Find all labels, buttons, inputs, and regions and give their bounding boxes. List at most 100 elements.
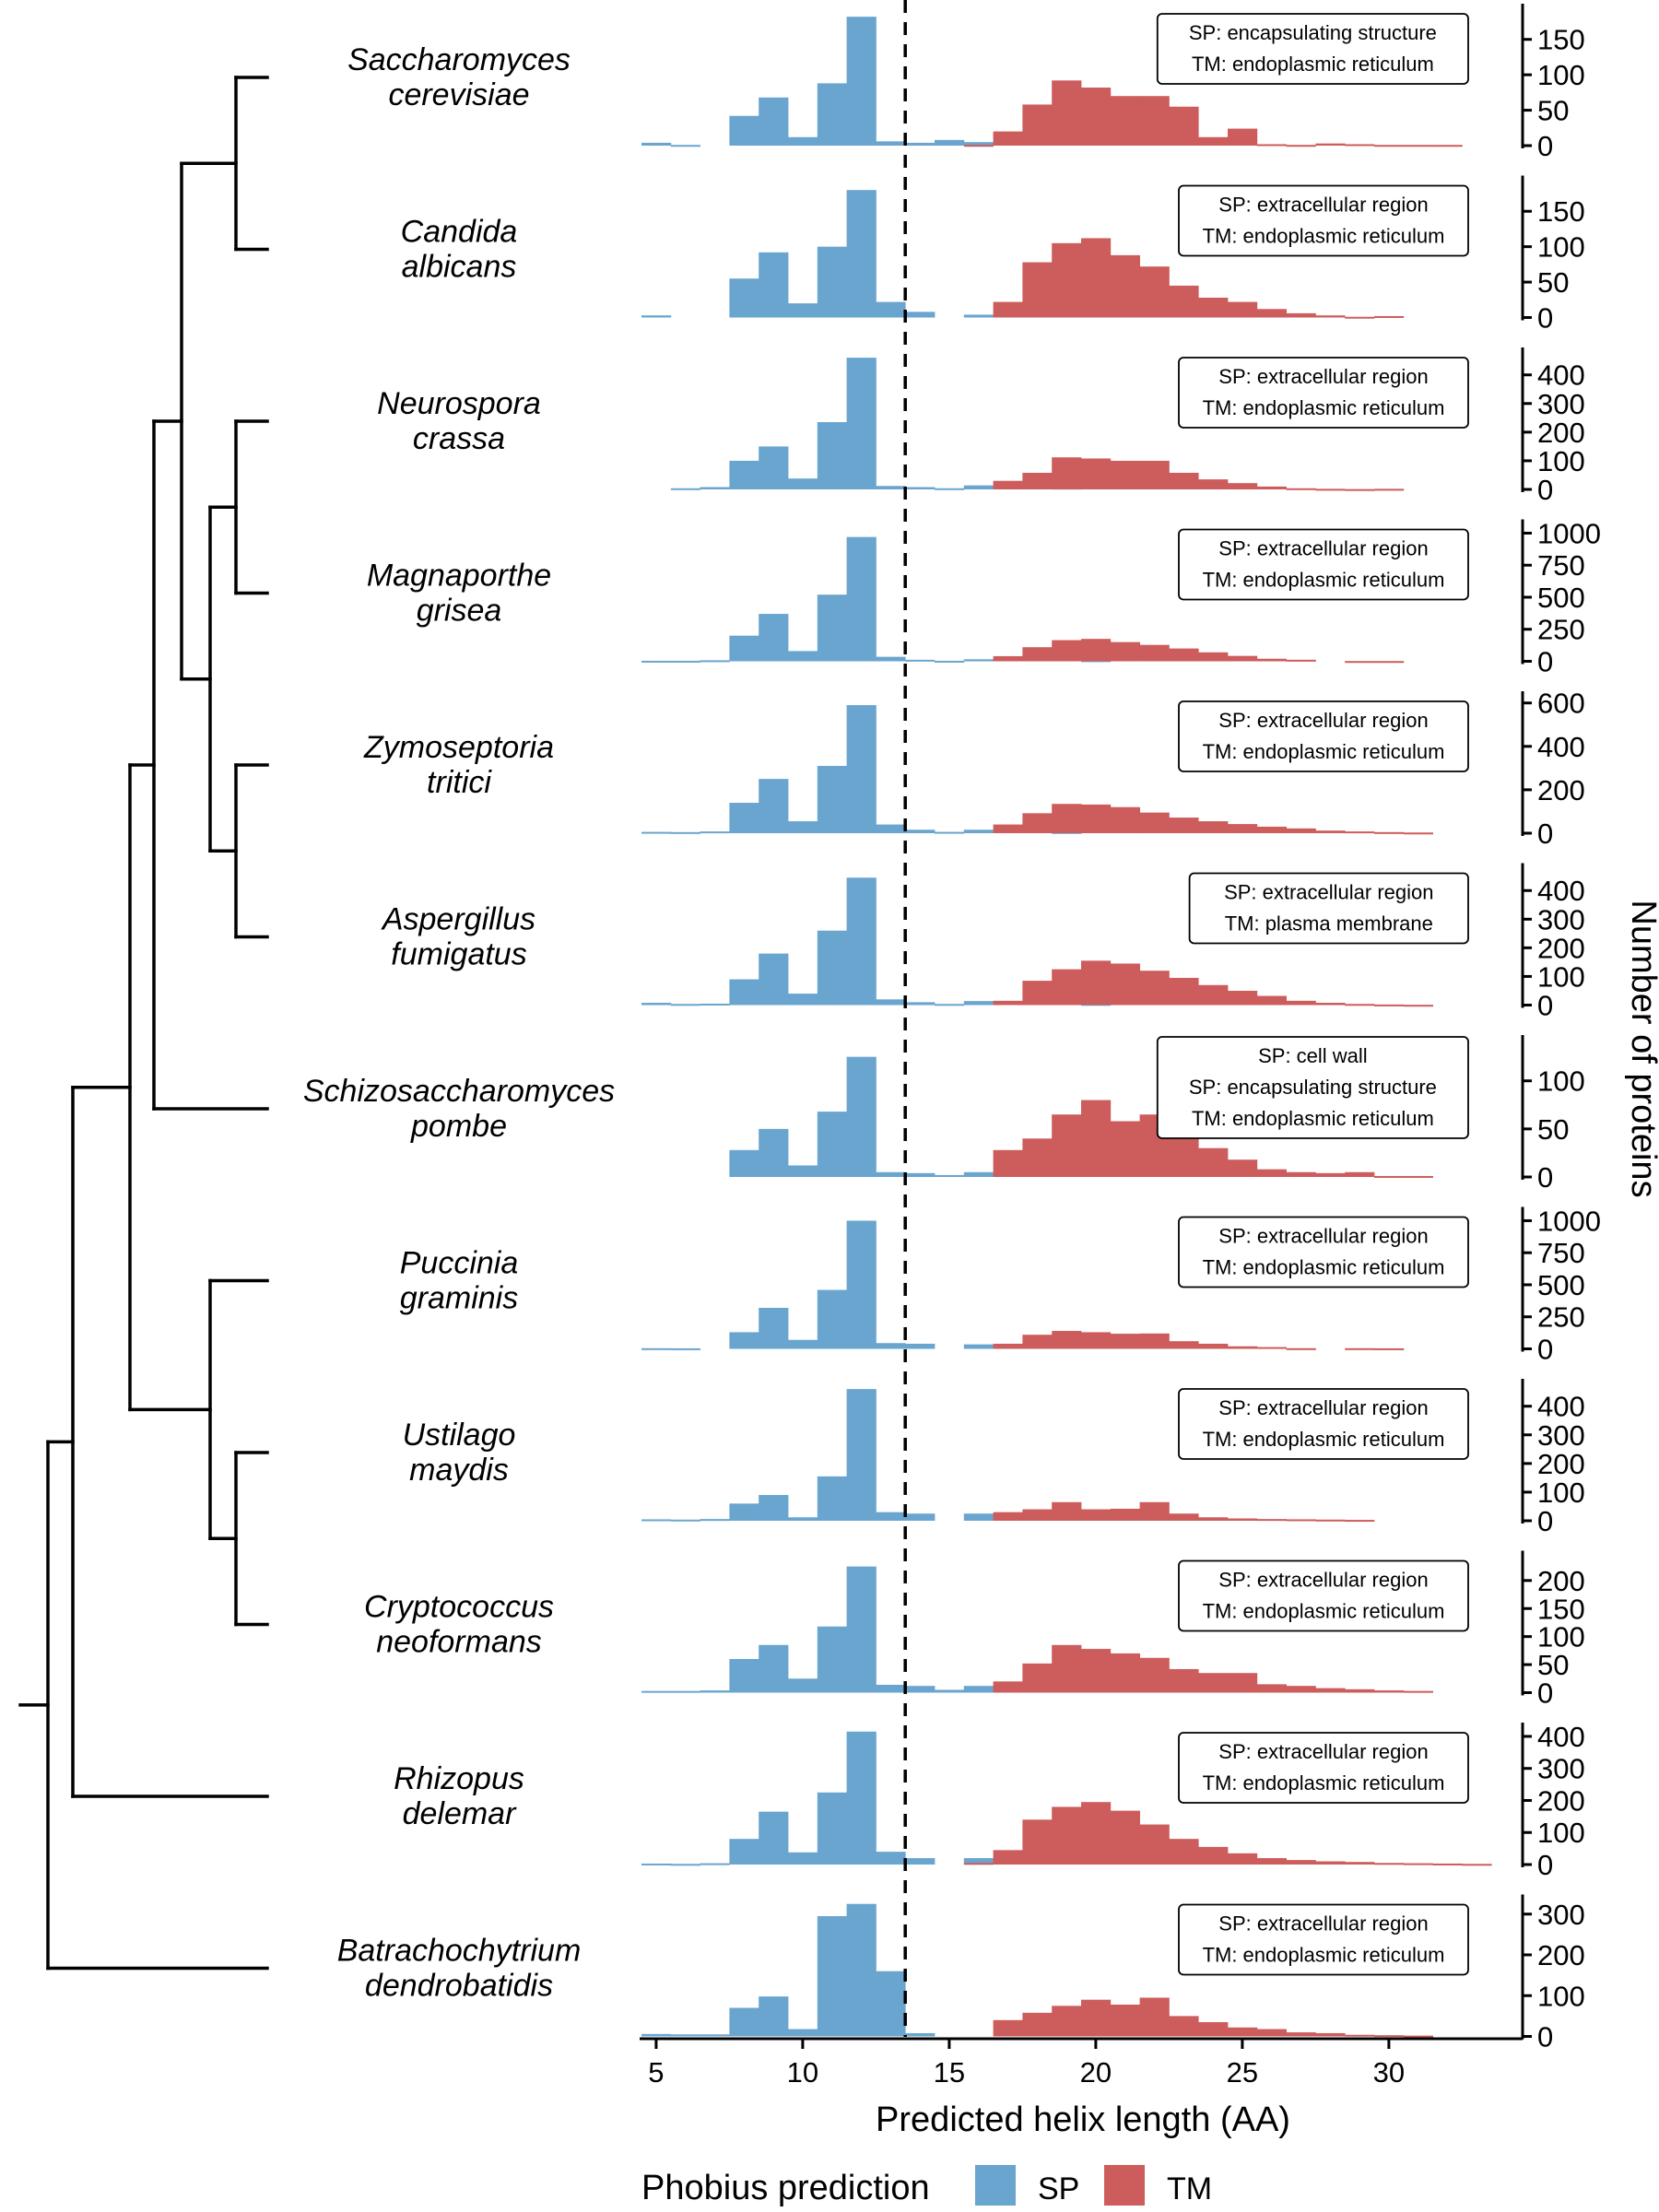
genus-name: Rhizopus bbox=[394, 1761, 524, 1796]
annotation-box: SP: extracellular region TM: endoplasmic … bbox=[1178, 1903, 1469, 1976]
tm-bar bbox=[1432, 145, 1463, 147]
sp-bar bbox=[641, 142, 672, 146]
sp-bar bbox=[905, 659, 935, 662]
tm-bar bbox=[1139, 96, 1170, 146]
annotation-text: SP: extracellular region bbox=[1218, 194, 1428, 217]
legend: Phobius prediction SP TM bbox=[641, 2165, 1212, 2207]
tm-bar bbox=[1198, 652, 1229, 662]
phylogenetic-tree bbox=[18, 76, 269, 1971]
sp-bar bbox=[876, 999, 906, 1006]
y-tick-label: 400 bbox=[1537, 359, 1585, 392]
sp-bar bbox=[905, 2032, 935, 2037]
tm-bar bbox=[1403, 145, 1433, 147]
tm-bar bbox=[1052, 1114, 1082, 1177]
sp-bar bbox=[759, 97, 789, 146]
sp-bar bbox=[846, 1566, 877, 1693]
sp-bar bbox=[759, 614, 789, 662]
y-tick-label: 100 bbox=[1537, 1817, 1585, 1849]
genus-name: Magnaporthe bbox=[367, 559, 551, 594]
tm-bar bbox=[1256, 995, 1287, 1006]
y-tick-label: 750 bbox=[1537, 549, 1585, 582]
tm-bar bbox=[1139, 1333, 1170, 1349]
tm-bar bbox=[1228, 655, 1258, 662]
genus-name: Neurospora bbox=[377, 386, 541, 421]
sp-bar bbox=[876, 1512, 906, 1521]
tm-bar bbox=[1110, 1121, 1140, 1177]
tm-bar bbox=[1315, 1519, 1346, 1522]
tm-bar bbox=[1139, 644, 1170, 662]
tm-bar bbox=[993, 1850, 1023, 1865]
tm-bar bbox=[1403, 1005, 1433, 1007]
annotation-text: TM: endoplasmic reticulum bbox=[1203, 396, 1445, 419]
sp-bar bbox=[788, 1852, 818, 1865]
annotation-frame bbox=[1178, 528, 1469, 601]
tm-bar bbox=[1022, 1819, 1053, 1865]
tm-bar bbox=[1228, 128, 1258, 146]
tm-bar bbox=[1374, 1004, 1405, 1006]
x-tick-label: 15 bbox=[934, 2056, 965, 2088]
y-tick-label: 400 bbox=[1537, 1391, 1585, 1423]
tm-bar bbox=[1198, 297, 1229, 318]
tm-bar bbox=[1169, 1668, 1199, 1693]
genus-name: Aspergillus bbox=[381, 902, 535, 937]
sp-bar bbox=[935, 139, 965, 146]
annotation-frame bbox=[1156, 13, 1469, 85]
tm-bar bbox=[1169, 285, 1199, 318]
sp-bar bbox=[876, 1852, 906, 1865]
tm-bar bbox=[1345, 1520, 1375, 1523]
sp-bar bbox=[876, 1343, 906, 1349]
y-tick-label: 200 bbox=[1537, 932, 1585, 964]
sp-bar bbox=[876, 1971, 906, 2037]
sp-bar bbox=[817, 1915, 847, 2037]
legend-label-sp: SP bbox=[1038, 2171, 1079, 2206]
sp-bar bbox=[729, 803, 759, 833]
sp-bar bbox=[641, 2033, 672, 2037]
annotation-frame bbox=[1178, 1559, 1469, 1632]
sp-bar bbox=[670, 1347, 700, 1350]
tm-bar bbox=[1256, 658, 1287, 662]
sp-bar bbox=[700, 487, 730, 489]
sp-bar bbox=[641, 660, 672, 663]
sp-bar bbox=[788, 651, 818, 662]
annotation-text: TM: endoplasmic reticulum bbox=[1203, 1600, 1445, 1623]
sp-bar bbox=[817, 83, 847, 146]
sp-bar bbox=[700, 1519, 730, 1522]
annotation-box: SP: extracellular region TM: endoplasmic … bbox=[1178, 1732, 1469, 1804]
tm-bar bbox=[1374, 145, 1405, 147]
tm-bar bbox=[1139, 1501, 1170, 1521]
tm-bar bbox=[1374, 1690, 1405, 1693]
y-tick-label: 600 bbox=[1537, 688, 1585, 720]
sp-bar bbox=[905, 830, 935, 833]
y-tick-label: 0 bbox=[1537, 474, 1553, 506]
y-tick-label: 100 bbox=[1537, 1621, 1585, 1653]
tm-bar bbox=[1286, 828, 1316, 833]
tm-bar bbox=[1052, 242, 1082, 318]
y-tick-label: 1000 bbox=[1537, 517, 1601, 549]
tm-bar bbox=[1228, 1518, 1258, 1521]
sp-bar bbox=[729, 635, 759, 662]
tm-bar bbox=[1315, 143, 1346, 146]
tm-bar bbox=[993, 131, 1023, 146]
annotation-frame bbox=[1156, 1036, 1469, 1139]
tm-bar bbox=[1052, 640, 1082, 662]
annotation-text: SP: extracellular region bbox=[1218, 1740, 1428, 1763]
annotation-text: SP: extracellular region bbox=[1218, 1912, 1428, 1936]
tm-bar bbox=[1081, 87, 1112, 146]
y-tick-label: 0 bbox=[1537, 1334, 1553, 1366]
sp-bar bbox=[759, 1128, 789, 1177]
sp-bar bbox=[788, 994, 818, 1006]
legend-label-tm: TM bbox=[1167, 2171, 1212, 2206]
y-tick-label: 0 bbox=[1537, 302, 1553, 335]
tm-bar bbox=[1198, 136, 1229, 146]
sp-bar bbox=[876, 141, 906, 146]
sp-bar bbox=[846, 1903, 877, 2037]
sp-bar bbox=[759, 779, 789, 833]
tm-bar bbox=[1374, 661, 1405, 664]
